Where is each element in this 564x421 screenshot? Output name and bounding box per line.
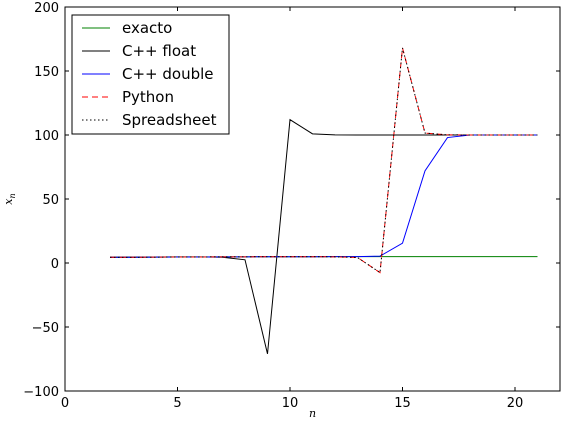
y-axis-label: xn	[2, 193, 17, 204]
y-tick-label: 100	[34, 129, 59, 144]
y-tick-label: 0	[51, 257, 59, 272]
legend: exacto C++ float C++ double Python Spreadshe…	[71, 14, 230, 135]
series-line-python	[110, 47, 538, 274]
x-axis-label: n	[309, 407, 316, 420]
tick-labels: 0 5 10 15 20 −100 −50 0 50 100 150 200	[23, 1, 523, 411]
x-tick-label: 20	[507, 396, 524, 411]
x-tick-label: 5	[173, 396, 181, 411]
x-tick-label: 0	[61, 396, 69, 411]
x-tick-label: 15	[394, 396, 411, 411]
ticks-layer	[64, 6, 560, 392]
y-tick-label: −100	[23, 385, 59, 400]
y-tick-label: −50	[32, 321, 59, 336]
y-tick-label: 50	[42, 193, 59, 208]
y-tick-label: 200	[34, 1, 59, 16]
legend-label: Python	[122, 88, 174, 106]
series-layer	[109, 47, 538, 354]
legend-label: Spreadsheet	[122, 111, 217, 129]
legend-label: exacto	[122, 19, 172, 37]
series-line-c-double	[110, 134, 538, 258]
series-line-c-float	[109, 118, 538, 354]
y-tick-label: 150	[34, 65, 59, 80]
x-tick-label: 10	[282, 396, 299, 411]
legend-label: C++ double	[122, 65, 214, 83]
legend-label: C++ float	[122, 42, 196, 60]
